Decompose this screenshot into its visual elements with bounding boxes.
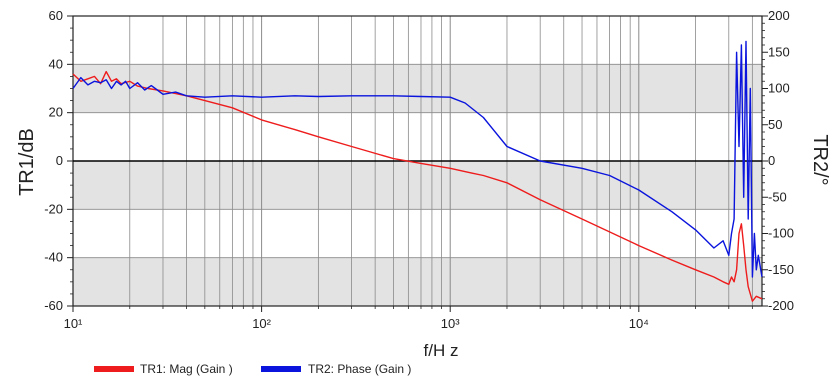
y2-tick-label: 0 xyxy=(768,153,775,168)
y-tick-label: 20 xyxy=(49,105,63,120)
plot-shading-bands xyxy=(73,64,762,306)
legend-swatch-mag xyxy=(94,366,134,372)
y-tick-label: -60 xyxy=(44,298,63,313)
shading-band xyxy=(73,257,762,306)
y-tick-label: 0 xyxy=(56,153,63,168)
shading-band xyxy=(73,161,762,210)
x-tick-label: 10¹ xyxy=(64,316,83,331)
legend: TR1: Mag (Gain ) TR2: Phase (Gain ) xyxy=(94,362,411,376)
legend-item-mag: TR1: Mag (Gain ) xyxy=(94,362,233,376)
y2-axis-title: TR2/° xyxy=(809,134,831,185)
y-tick-label: 40 xyxy=(49,56,63,71)
y2-tick-label: 150 xyxy=(768,44,790,59)
y2-tick-label: -200 xyxy=(768,298,794,313)
x-tick-label: 10³ xyxy=(441,316,460,331)
legend-swatch-phase xyxy=(261,366,301,372)
legend-label-mag: TR1: Mag (Gain ) xyxy=(140,362,233,376)
y-axis-title: TR1/dB xyxy=(16,128,38,196)
x-tick-label: 10² xyxy=(252,316,271,331)
legend-item-phase: TR2: Phase (Gain ) xyxy=(261,362,411,376)
x-axis: 10¹ 10² 10³ 10⁴ xyxy=(64,306,753,331)
series-line-phase xyxy=(72,40,763,278)
y2-tick-label: 50 xyxy=(768,117,782,132)
shading-band xyxy=(73,64,762,113)
x-tick-label: 10⁴ xyxy=(629,316,649,331)
y2-tick-label: -100 xyxy=(768,226,794,241)
series-line-mag xyxy=(72,70,763,302)
y2-tick-label: -50 xyxy=(768,189,787,204)
series-layer xyxy=(72,40,763,302)
left-axis: 60 40 20 0 -20 -40 -60 xyxy=(44,8,73,313)
right-axis: 200 150 100 50 0 -50 -100 -150 -200 xyxy=(762,8,794,313)
y-tick-label: -20 xyxy=(44,201,63,216)
y-tick-label: 60 xyxy=(49,8,63,23)
x-axis-title: f/H z xyxy=(424,341,459,360)
legend-label-phase: TR2: Phase (Gain ) xyxy=(308,362,411,376)
y2-tick-label: 100 xyxy=(768,81,790,96)
y2-tick-label: -150 xyxy=(768,262,794,277)
y2-tick-label: 200 xyxy=(768,8,790,23)
y-tick-label: -40 xyxy=(44,250,63,265)
